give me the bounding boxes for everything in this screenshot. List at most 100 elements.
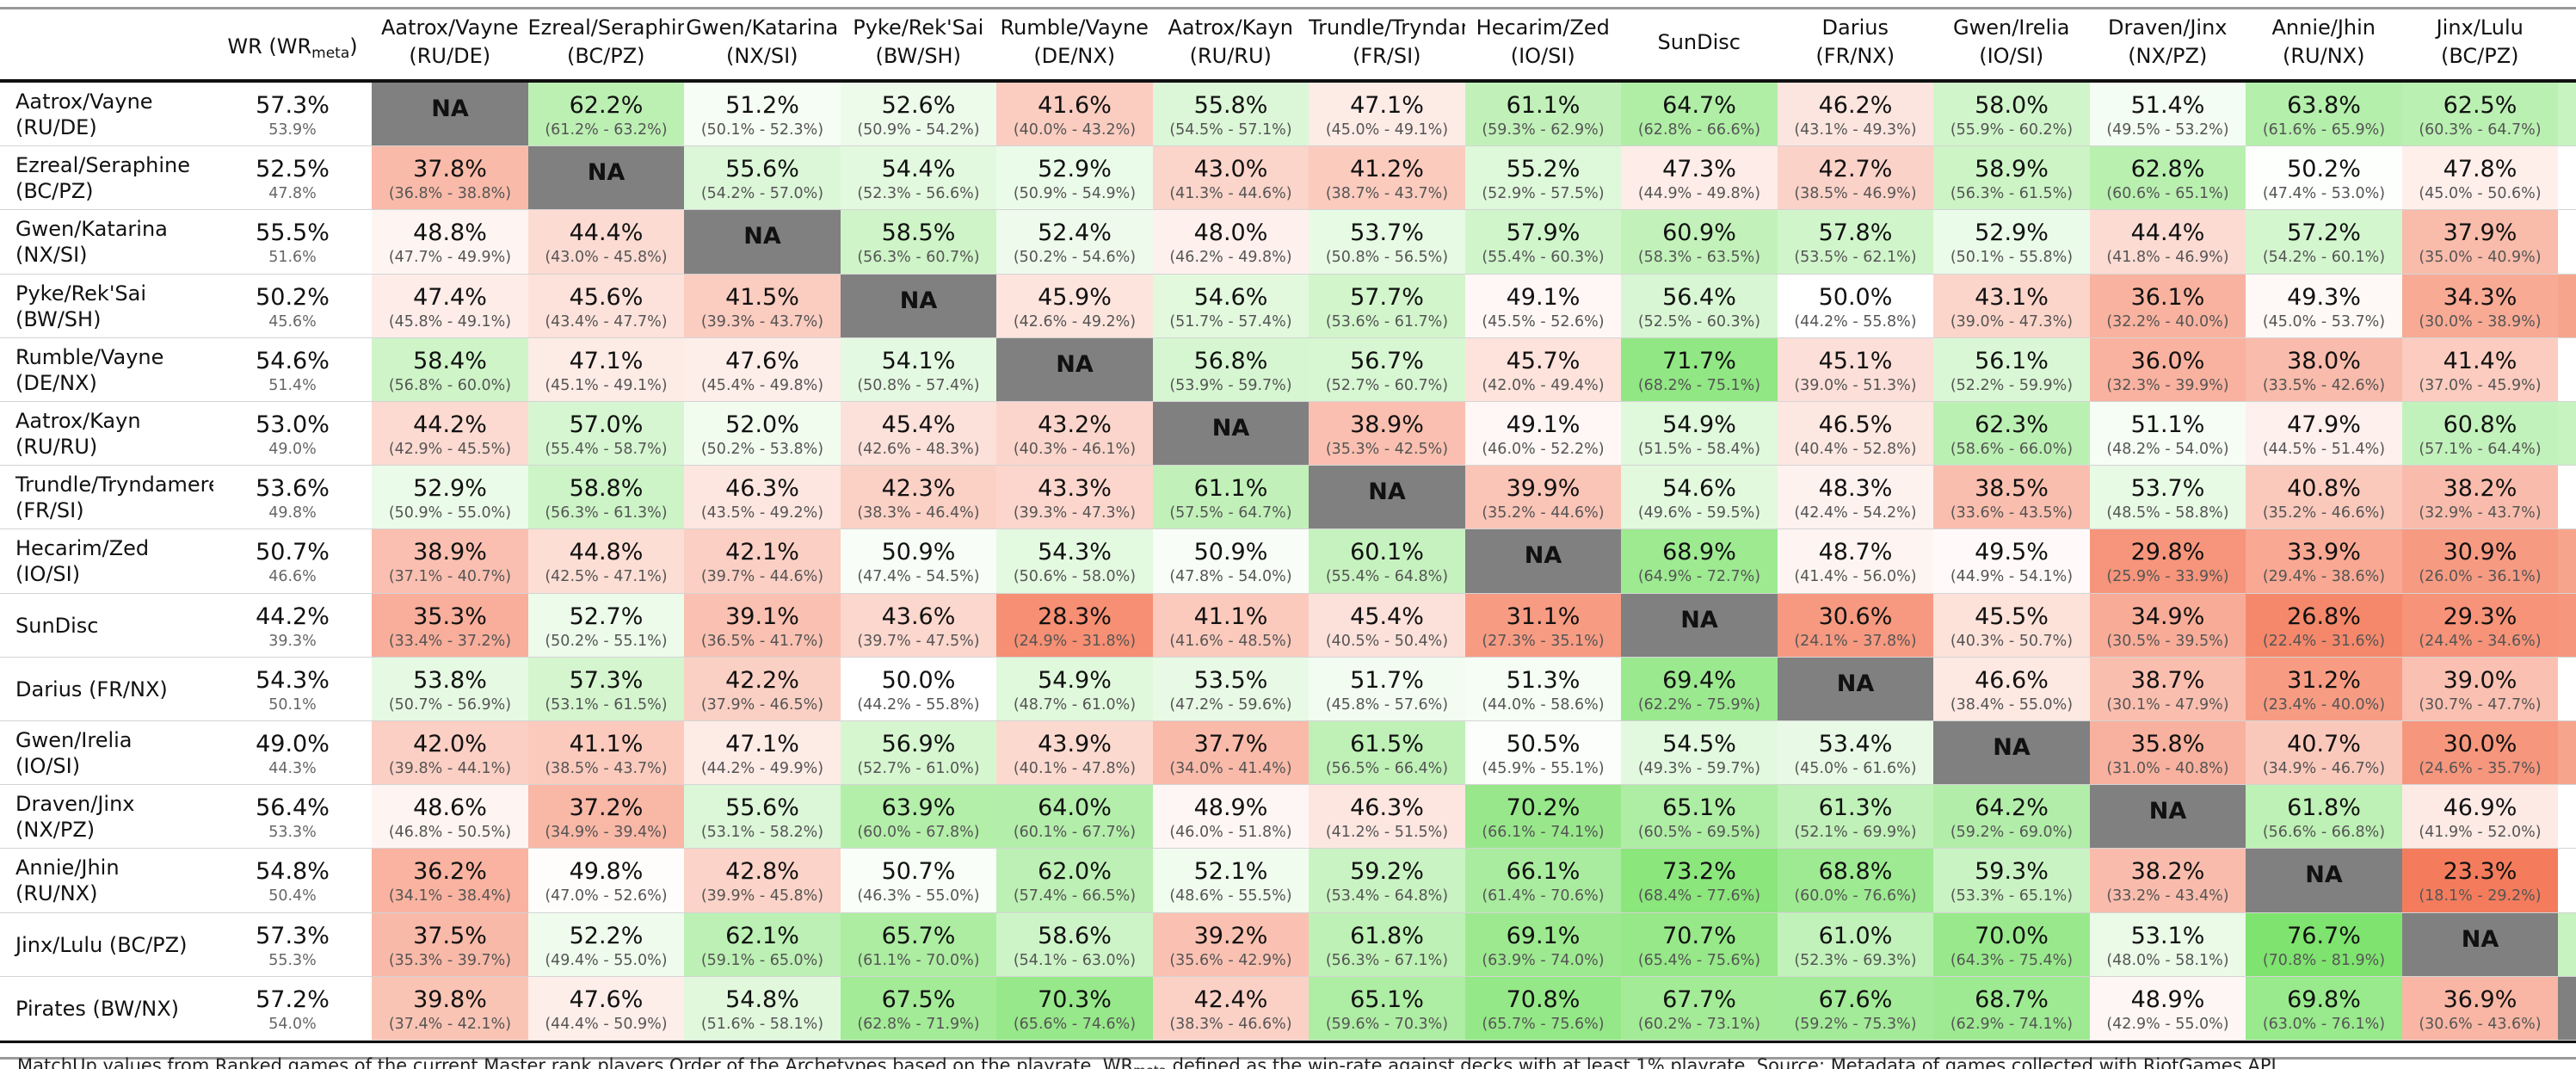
matchup-value: 55.6%	[725, 156, 799, 183]
matchup-value: 61.1%	[1193, 475, 1268, 503]
matchup-interval: (41.9% - 52.0%)	[2419, 824, 2542, 842]
matchup-value: 65.1%	[1662, 794, 1736, 822]
row-label: Jinx/Lulu (BC/PZ)	[0, 913, 213, 977]
matchup-cell: 52.7% (50.2% - 55.1%)	[527, 593, 685, 658]
matchup-value: 70.7%	[1662, 922, 1736, 949]
matchup-cell: 60.9% (58.3% - 63.5%)	[1621, 210, 1778, 275]
row-label: Aatrox/Kayn (RU/RU)	[0, 402, 213, 466]
matchup-interval: (52.9% - 57.5%)	[1482, 185, 1605, 203]
matchup-value: 28.3%	[1038, 602, 1112, 630]
row-label-name: Aatrox/Kayn	[15, 409, 141, 433]
matchup-cell: 52.9% (50.1% - 55.8%)	[1933, 210, 2090, 275]
row-label-region: (IO/SI)	[15, 562, 81, 587]
matchup-value: 39.8%	[413, 986, 487, 1013]
matchup-cell: 52.1% (48.6% - 55.5%)	[1152, 849, 1310, 913]
matchup-interval: (30.1% - 47.9%)	[2106, 695, 2229, 714]
row-label-name: Gwen/Katarina	[15, 217, 168, 242]
matchup-interval: (50.1% - 55.8%)	[1950, 249, 2074, 267]
matchup-interval: (37.1% - 40.7%)	[388, 568, 512, 586]
matchup-value: 54.3%	[1038, 539, 1112, 566]
matchup-interval: (66.1% - 74.1%)	[1482, 824, 1605, 842]
matchup-value: 36.1%	[2130, 283, 2205, 311]
matchup-value: 69.1%	[1506, 922, 1581, 949]
matchup-cell: 68.9% (64.9% - 72.7%)	[1621, 529, 1778, 594]
matchup-value: 65.7%	[881, 922, 956, 949]
matchup-cell: 39.1% (36.5% - 41.7%)	[684, 593, 841, 658]
matchup-interval: (53.6% - 61.7%)	[1325, 312, 1449, 331]
matchup-cell: 68.7% (62.9% - 74.1%)	[1933, 976, 2090, 1041]
matchup-cell: 46.2% (43.1% - 49.3%)	[1777, 83, 1934, 147]
wr-meta-value: 50.1%	[268, 695, 317, 714]
matchup-cell: 51.3% (44.0% - 58.6%)	[1464, 657, 1622, 721]
matchup-interval: (56.6% - 66.8%)	[2262, 824, 2386, 842]
matchup-value: 37.2%	[569, 794, 644, 822]
header-rule	[0, 79, 2576, 83]
row-label: Annie/Jhin (RU/NX)	[0, 849, 213, 912]
matchup-cell: 62.3% (58.6% - 66.0%)	[1933, 402, 2090, 467]
matchup-value: 37.9%	[2443, 219, 2517, 247]
column-header-region: (DE/NX)	[1033, 44, 1116, 68]
matchup-cell: 52.2% (49.4% - 55.0%)	[527, 912, 685, 977]
matchup-cell: 50.5% (45.9% - 55.1%)	[1464, 721, 1622, 786]
na-label: NA	[1056, 350, 1094, 378]
matchup-cell: 51.7% (45.8% - 57.6%)	[1309, 657, 1465, 721]
matchup-interval: (55.4% - 58.7%)	[545, 441, 668, 458]
matchup-interval: (44.5% - 51.4%)	[2262, 441, 2386, 458]
matchup-value: 38.9%	[1350, 411, 1424, 438]
na-label: NA	[1524, 542, 1562, 570]
matchup-cell: 38.2% (33.2% - 43.4%)	[2089, 849, 2246, 913]
na-label: NA	[587, 159, 626, 187]
row-separator	[0, 145, 2576, 147]
matchup-cell: 47.6% (45.4% - 49.8%)	[684, 337, 841, 402]
matchup-value: 61.8%	[1350, 922, 1424, 949]
matchup-cell: 45.4% (40.5% - 50.4%)	[1309, 593, 1465, 658]
matchup-value: 31.1%	[1506, 602, 1581, 630]
matchup-interval: (32.2% - 40.0%)	[2106, 312, 2229, 331]
row-label: Draven/Jinx (NX/PZ)	[0, 785, 213, 849]
matchup-interval: (40.3% - 50.7%)	[1950, 632, 2074, 650]
matchup-interval: (47.8% - 54.0%)	[1169, 568, 1292, 586]
row-label-region: (NX/SI)	[15, 243, 88, 268]
matchup-cell: 44.4% (43.0% - 45.8%)	[527, 210, 685, 275]
matchup-interval: (56.3% - 61.3%)	[545, 504, 668, 522]
matchup-cell: 42.1% (39.7% - 44.6%)	[684, 529, 841, 594]
matchup-interval: (39.7% - 47.5%)	[857, 632, 980, 650]
column-header-name: Aatrox/Vayne	[380, 15, 519, 40]
wr-value: 54.8%	[256, 858, 330, 886]
matchup-cell: 61.1% (59.3% - 62.9%)	[1464, 83, 1622, 147]
matchup-interval: (37.0% - 45.9%)	[2419, 376, 2542, 394]
matchup-cell: 57.0% (55.4% - 58.7%)	[527, 402, 685, 467]
matchup-interval: (50.7% - 56.9%)	[388, 695, 512, 714]
matchup-interval: (24.9% - 31.8%)	[1013, 632, 1137, 650]
matchup-value: 68.8%	[1818, 858, 1893, 886]
matchup-interval: (45.8% - 57.6%)	[1325, 695, 1449, 714]
matchup-value: 38.5%	[1975, 475, 2049, 503]
matchup-interval: (56.3% - 61.5%)	[1950, 185, 2074, 203]
matchup-cell: 51.4% (49.5% - 53.2%)	[2089, 83, 2246, 147]
matchup-cell: 30.9% (26.0% - 36.1%)	[2401, 529, 2559, 594]
matchup-interval: (38.4% - 55.0%)	[1950, 695, 2074, 714]
matchup-interval: (41.8% - 46.9%)	[2106, 249, 2229, 267]
column-header-name: SunDisc	[1657, 30, 1741, 54]
matchup-value: 36.9%	[2443, 986, 2517, 1013]
matchup-value: 34.9%	[2130, 602, 2205, 630]
matchup-interval: (58.6% - 66.0%)	[1950, 441, 2074, 458]
matchup-interval: (24.1% - 37.8%)	[1794, 632, 1917, 650]
matchup-value: 67.7%	[1662, 986, 1736, 1013]
matchup-value: 64.2%	[1975, 794, 2049, 822]
matchup-interval: (49.5% - 53.2%)	[2106, 121, 2229, 139]
matchup-cell: 49.5% (44.9% - 54.1%)	[1933, 529, 2090, 594]
matchup-cell: 43.0% (41.3% - 44.6%)	[1152, 146, 1310, 211]
wr-value: 54.3%	[256, 666, 330, 694]
matchup-cell: 53.8% (50.7% - 56.9%)	[372, 657, 528, 721]
matchup-value: 52.1%	[1193, 858, 1268, 886]
matchup-value: 33.9%	[2287, 539, 2361, 566]
wr-value: 52.5%	[256, 156, 330, 183]
matchup-value: 56.8%	[1193, 347, 1268, 374]
na-label: NA	[2305, 862, 2343, 889]
matchup-value: 47.9%	[2287, 411, 2361, 438]
matchup-cell: NA	[2089, 785, 2246, 850]
matchup-cell: NA	[1309, 466, 1465, 530]
na-label: NA	[1368, 479, 1406, 506]
matchup-value: 48.3%	[1818, 475, 1893, 503]
